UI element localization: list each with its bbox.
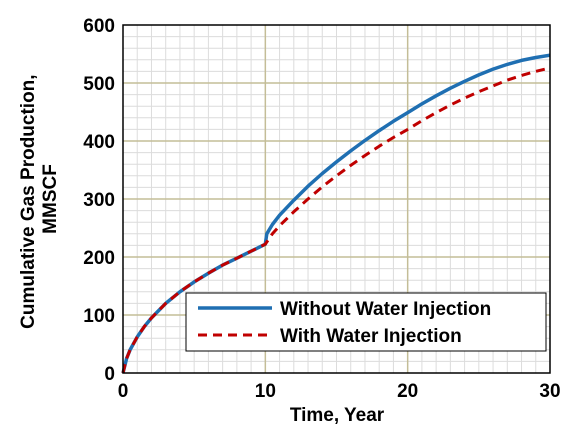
y-tick-label: 400 [83,132,115,153]
y-axis-title: Cumulative Gas Production, MMSCF [18,69,61,329]
x-tick-labels: 0 10 20 30 [118,381,561,402]
plot-frame [122,24,551,374]
y-tick-label: 600 [83,16,115,37]
legend: Without Water Injection With Water Injec… [185,292,547,352]
y-tick-label: 300 [83,190,115,211]
legend-box [185,292,547,352]
series-layer [121,53,551,374]
y-tick-labels: 0 100 200 300 400 500 600 [83,16,115,385]
x-tick-label: 10 [255,381,276,402]
y-tick-label: 200 [83,248,115,269]
x-axis-title: Time, Year [290,405,385,426]
x-tick-label: 0 [118,381,129,402]
y-tick-label: 0 [104,364,115,385]
y-tick-label: 100 [83,306,115,327]
y-tick-label: 500 [83,74,115,95]
series-line-with-water-injection [121,66,551,374]
legend-label-with-water-injection: With Water Injection [280,326,462,347]
x-tick-label: 20 [397,381,418,402]
y-axis-title-line-1: Cumulative Gas Production, [18,74,39,328]
legend-label-without-water-injection: Without Water Injection [280,299,491,320]
y-axis-title-line-2: MMSCF [40,164,61,234]
x-tick-label: 30 [539,381,560,402]
